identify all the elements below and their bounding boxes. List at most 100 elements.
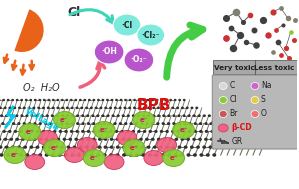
Ellipse shape — [108, 122, 112, 125]
Ellipse shape — [140, 122, 144, 125]
Ellipse shape — [104, 138, 107, 141]
Text: β-CD: β-CD — [231, 123, 252, 132]
Ellipse shape — [192, 138, 196, 141]
Ellipse shape — [14, 130, 17, 133]
Ellipse shape — [103, 122, 106, 125]
Ellipse shape — [134, 146, 138, 149]
Ellipse shape — [106, 99, 109, 101]
Ellipse shape — [0, 138, 1, 141]
Ellipse shape — [76, 114, 79, 117]
Ellipse shape — [181, 107, 184, 109]
Ellipse shape — [66, 146, 70, 149]
Ellipse shape — [60, 146, 64, 149]
Ellipse shape — [87, 130, 90, 133]
Ellipse shape — [17, 146, 21, 149]
Ellipse shape — [8, 107, 11, 109]
Ellipse shape — [92, 138, 96, 141]
Ellipse shape — [92, 130, 96, 133]
Ellipse shape — [61, 114, 64, 117]
Ellipse shape — [74, 99, 77, 101]
Ellipse shape — [126, 130, 129, 133]
Ellipse shape — [30, 114, 33, 117]
Ellipse shape — [44, 139, 65, 156]
Wedge shape — [14, 9, 44, 52]
Ellipse shape — [25, 154, 45, 170]
Ellipse shape — [186, 138, 190, 141]
Ellipse shape — [208, 114, 211, 117]
Ellipse shape — [151, 99, 154, 101]
Ellipse shape — [51, 114, 54, 117]
Ellipse shape — [65, 147, 84, 163]
Ellipse shape — [152, 107, 155, 109]
Ellipse shape — [41, 114, 44, 117]
Ellipse shape — [1, 122, 4, 125]
Ellipse shape — [178, 99, 181, 101]
Ellipse shape — [54, 112, 75, 129]
Ellipse shape — [171, 146, 175, 149]
Ellipse shape — [165, 99, 167, 101]
Ellipse shape — [177, 114, 181, 117]
Ellipse shape — [151, 138, 155, 141]
FancyBboxPatch shape — [212, 75, 298, 149]
Ellipse shape — [160, 130, 163, 133]
Ellipse shape — [205, 130, 208, 133]
Ellipse shape — [195, 107, 198, 109]
Ellipse shape — [162, 107, 165, 109]
Ellipse shape — [77, 138, 97, 153]
Ellipse shape — [133, 99, 136, 101]
Ellipse shape — [149, 130, 152, 133]
Ellipse shape — [199, 153, 203, 157]
Ellipse shape — [15, 114, 19, 117]
Text: e⁻: e⁻ — [140, 117, 148, 123]
Ellipse shape — [28, 107, 30, 109]
Ellipse shape — [7, 122, 10, 125]
Ellipse shape — [42, 130, 45, 133]
Ellipse shape — [56, 114, 59, 117]
Ellipse shape — [199, 122, 202, 125]
Ellipse shape — [62, 138, 66, 141]
Ellipse shape — [104, 154, 124, 170]
Ellipse shape — [204, 138, 208, 141]
Ellipse shape — [119, 122, 122, 125]
Ellipse shape — [133, 107, 136, 109]
Ellipse shape — [172, 122, 176, 125]
Ellipse shape — [143, 130, 147, 133]
Ellipse shape — [59, 130, 62, 133]
Text: O₂  H₂O: O₂ H₂O — [23, 83, 60, 93]
Ellipse shape — [68, 138, 72, 141]
Ellipse shape — [7, 99, 10, 101]
Ellipse shape — [76, 122, 79, 125]
Ellipse shape — [55, 122, 58, 125]
Ellipse shape — [251, 111, 259, 118]
Ellipse shape — [129, 99, 131, 101]
Ellipse shape — [65, 99, 68, 101]
Ellipse shape — [38, 153, 42, 157]
Text: Br: Br — [229, 109, 237, 119]
Ellipse shape — [4, 138, 7, 141]
Ellipse shape — [36, 146, 39, 149]
Ellipse shape — [178, 146, 181, 149]
Ellipse shape — [122, 114, 125, 117]
Ellipse shape — [144, 150, 164, 166]
Ellipse shape — [198, 138, 202, 141]
Ellipse shape — [121, 138, 125, 141]
Ellipse shape — [6, 153, 10, 157]
Ellipse shape — [139, 138, 143, 141]
Ellipse shape — [174, 153, 178, 157]
Ellipse shape — [169, 138, 172, 141]
Ellipse shape — [103, 130, 107, 133]
Ellipse shape — [161, 122, 165, 125]
Ellipse shape — [23, 146, 27, 149]
Ellipse shape — [36, 130, 39, 133]
Ellipse shape — [47, 107, 50, 109]
Ellipse shape — [11, 99, 14, 101]
Ellipse shape — [198, 114, 201, 117]
Ellipse shape — [80, 138, 84, 141]
Ellipse shape — [5, 114, 8, 117]
Ellipse shape — [71, 107, 74, 109]
Text: e⁻: e⁻ — [169, 155, 178, 161]
Ellipse shape — [109, 107, 112, 109]
Text: ·Cl₂⁻: ·Cl₂⁻ — [141, 30, 160, 40]
Ellipse shape — [157, 107, 160, 109]
Ellipse shape — [210, 130, 214, 133]
